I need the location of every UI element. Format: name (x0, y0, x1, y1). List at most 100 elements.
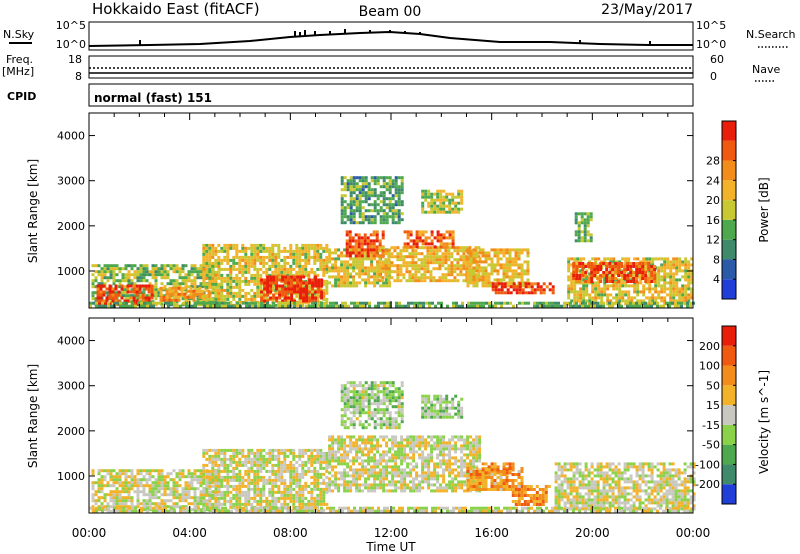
nsky-label: N.Sky (3, 28, 35, 41)
power-region-15 (574, 212, 593, 243)
velocity-region-9 (89, 506, 695, 513)
power-region-16 (89, 301, 695, 308)
velocity-ytick-label: 1000 (57, 470, 85, 483)
nsky-spikes (139, 29, 651, 45)
nsky-trace (88, 30, 693, 47)
power-ytick-label: 4000 (57, 130, 85, 143)
beam-label: Beam 00 (359, 4, 422, 20)
power-axes: 1000 2000 3000 4000 (57, 113, 694, 308)
power-panel: 1000 2000 3000 4000 Slant Range [km] 4 8 12 16… (26, 112, 771, 309)
power-colorbar-tick-label: 20 (706, 194, 720, 207)
velocity-region-6 (554, 462, 696, 511)
power-region-14 (421, 189, 464, 214)
power-colorbar-swatch (722, 279, 736, 299)
power-ytick-label: 3000 (57, 175, 85, 188)
velocity-region-0 (91, 469, 221, 512)
velocity-heatmap-marks (89, 381, 696, 513)
freq-tick-bottom: 8 (75, 70, 82, 83)
velocity-colorbar-swatch (722, 424, 736, 445)
velocity-colorbar-tick-label: 200 (699, 340, 720, 353)
velocity-colorbar-label: Velocity [m s^-1] (757, 370, 771, 474)
velocity-colorbar-swatch (722, 365, 736, 386)
station-title: Hokkaido East (fitACF) (92, 0, 260, 18)
power-ylabel: Slant Range [km] (26, 159, 40, 263)
power-colorbar-label: Power [dB] (757, 177, 771, 242)
power-colorbar-tick-label: 28 (706, 155, 720, 168)
power-colorbar-swatch (722, 160, 736, 181)
power-region-8 (403, 230, 455, 249)
power-heatmap-marks (89, 176, 695, 308)
power-colorbar-swatch (722, 219, 736, 240)
velocity-region-1 (202, 448, 329, 512)
nsky-tick-bottom: 10^0 (56, 38, 86, 51)
xaxis-label: Time UT (365, 540, 416, 554)
velocity-ylabel: Slant Range [km] (26, 364, 40, 468)
velocity-colorbar-swatch (722, 464, 736, 485)
velocity-panel: 1000 2000 3000 4000 Slant Range [km] 200 100… (26, 317, 771, 514)
freq-label: Freq. (6, 53, 33, 66)
velocity-region-5 (511, 485, 551, 506)
velocity-ytick-label: 2000 (57, 425, 85, 438)
power-colorbar-swatch (722, 180, 736, 201)
xtick-label: 00:00 (72, 526, 107, 540)
freq-unit: [MHz] (2, 65, 34, 78)
velocity-colorbar-tick-label: -15 (702, 419, 720, 432)
power-colorbar-swatch (722, 239, 736, 260)
power-ytick-label: 1000 (57, 265, 85, 278)
power-colorbar-tick-label: 4 (713, 273, 720, 286)
date-label: 23/May/2017 (601, 2, 693, 18)
velocity-colorbar-swatch (722, 484, 736, 504)
power-colorbar-swatch (722, 140, 736, 161)
velocity-colorbar-tick-label: -50 (702, 439, 720, 452)
velocity-colorbar-swatch (722, 326, 736, 346)
velocity-colorbar: 200 100 50 15 -15 -50 -100 -200 (695, 325, 737, 505)
power-region-10 (491, 282, 555, 295)
xtick-label: 12:00 (374, 526, 409, 540)
velocity-colorbar-swatch (722, 345, 736, 366)
xtick-label: 16:00 (474, 526, 509, 540)
nsky-tick-top: 10^5 (56, 19, 86, 32)
velocity-colorbar-tick-label: -100 (695, 458, 720, 471)
velocity-region-4 (481, 462, 515, 475)
velocity-colorbar-swatch (722, 405, 736, 425)
velocity-colorbar-swatch (722, 385, 736, 406)
cpid-label: CPID (7, 90, 36, 103)
velocity-axes: 1000 2000 3000 4000 (57, 318, 694, 513)
power-colorbar-swatch (722, 200, 736, 220)
power-region-4 (260, 275, 324, 303)
power-region-7 (378, 246, 481, 283)
power-region-12 (572, 262, 657, 283)
velocity-colorbar-tick-label: 100 (699, 360, 720, 373)
nave-tick-top: 60 (710, 53, 724, 66)
velocity-ytick-label: 4000 (57, 335, 85, 348)
power-region-6 (345, 230, 385, 258)
power-colorbar-tick-label: 12 (706, 234, 720, 247)
cpid-value: normal (fast) 151 (94, 91, 212, 105)
velocity-region-7 (340, 381, 404, 430)
nave-label: Nave (752, 63, 780, 76)
time-axis-labels: 00:00 04:00 08:00 12:00 16:00 20:00 00:00 (72, 526, 711, 540)
velocity-colorbar-tick-label: 50 (706, 379, 720, 392)
power-colorbar-tick-label: 8 (713, 253, 720, 266)
velocity-region-8 (421, 394, 464, 419)
velocity-ytick-label: 3000 (57, 380, 85, 393)
nave-tick-bottom: 0 (710, 70, 717, 83)
power-region-13 (340, 176, 404, 225)
velocity-colorbar-tick-label: -200 (695, 478, 720, 491)
xtick-label: 00:00 (676, 526, 711, 540)
nsky-strip: N.Sky 10^5 10^0 10^5 10^0 N.Search (3, 19, 796, 51)
xtick-label: 04:00 (172, 526, 207, 540)
nsearch-label: N.Search (746, 28, 796, 41)
nsearch-tick-bottom: 10^0 (696, 38, 726, 51)
freq-strip: Freq. [MHz] 18 8 60 0 Nave (2, 53, 780, 83)
power-colorbar-tick-label: 24 (706, 174, 720, 187)
power-colorbar: 4 8 12 16 20 24 28 (706, 120, 737, 300)
power-ytick-label: 2000 (57, 220, 85, 233)
power-colorbar-tick-label: 16 (706, 214, 720, 227)
power-colorbar-swatch (722, 121, 736, 141)
freq-tick-top: 18 (68, 53, 82, 66)
power-region-9 (466, 248, 530, 288)
xtick-label: 20:00 (575, 526, 610, 540)
xtick-label: 08:00 (273, 526, 308, 540)
